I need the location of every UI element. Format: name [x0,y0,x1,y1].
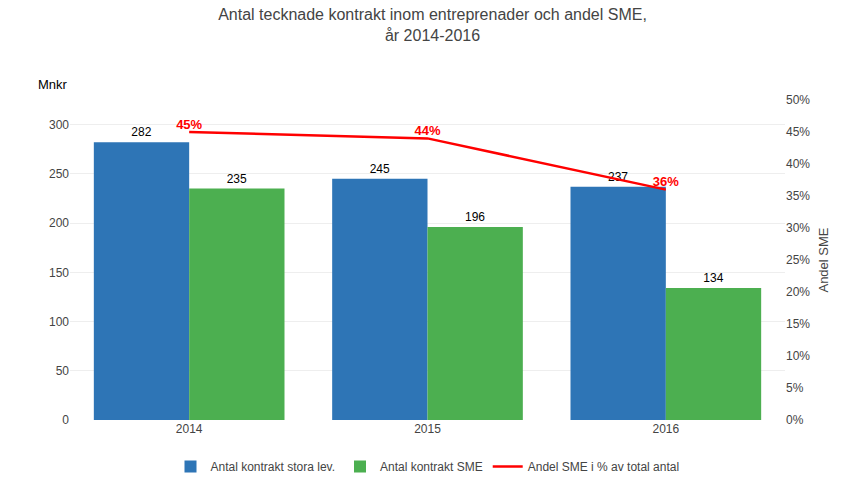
svg-text:15%: 15% [786,317,810,331]
svg-text:Andel SME i % av total antal: Andel SME i % av total antal [528,460,679,474]
svg-text:250: 250 [49,167,69,181]
svg-text:100: 100 [49,315,69,329]
svg-text:282: 282 [131,125,151,139]
svg-text:0%: 0% [786,413,804,427]
svg-text:0: 0 [62,413,69,427]
svg-text:Mnkr: Mnkr [38,77,68,92]
svg-text:2015: 2015 [414,422,441,436]
svg-text:150: 150 [49,266,69,280]
svg-text:25%: 25% [786,253,810,267]
svg-text:300: 300 [49,118,69,132]
svg-text:196: 196 [465,210,485,224]
svg-text:50: 50 [56,364,70,378]
svg-text:35%: 35% [786,189,810,203]
svg-text:Antal tecknade kontrakt inom e: Antal tecknade kontrakt inom entreprenad… [218,6,647,44]
svg-text:237: 237 [608,170,628,184]
svg-text:245: 245 [370,162,390,176]
svg-text:45%: 45% [786,125,810,139]
svg-text:20%: 20% [786,285,810,299]
svg-text:134: 134 [703,271,723,285]
svg-text:45%: 45% [176,117,202,132]
svg-text:36%: 36% [653,174,679,189]
svg-text:200: 200 [49,216,69,230]
svg-text:Antal kontrakt stora lev.: Antal kontrakt stora lev. [211,460,336,474]
svg-text:Andel SME: Andel SME [816,227,831,292]
svg-text:30%: 30% [786,221,810,235]
svg-text:235: 235 [227,172,247,186]
svg-text:2016: 2016 [652,422,679,436]
svg-text:50%: 50% [786,93,810,107]
svg-text:2014: 2014 [176,422,203,436]
svg-text:5%: 5% [786,381,804,395]
svg-text:10%: 10% [786,349,810,363]
svg-text:Antal kontrakt SME: Antal kontrakt SME [380,460,483,474]
svg-text:40%: 40% [786,157,810,171]
svg-text:44%: 44% [414,123,440,138]
